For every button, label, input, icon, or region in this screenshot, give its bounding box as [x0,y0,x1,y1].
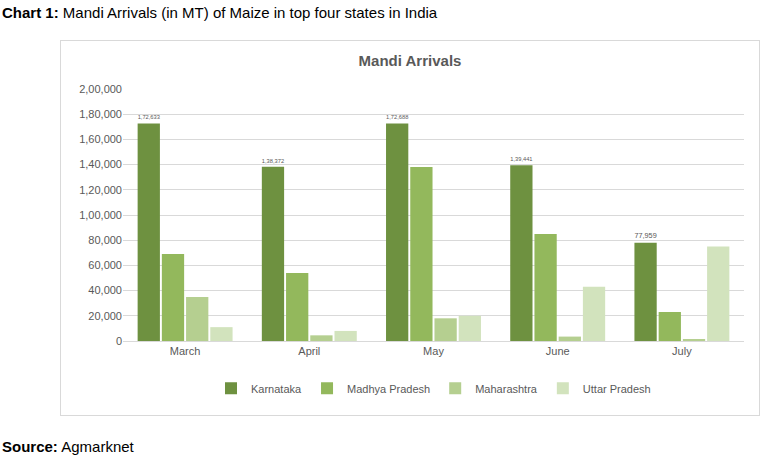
svg-text:1,00,000: 1,00,000 [79,209,122,221]
svg-text:Madhya Pradesh: Madhya Pradesh [347,383,430,395]
svg-text:Uttar Pradesh: Uttar Pradesh [583,383,651,395]
svg-text:20,000: 20,000 [88,310,122,322]
svg-text:2,00,000: 2,00,000 [79,83,122,95]
svg-text:March: March [170,345,201,357]
svg-text:1,38,372: 1,38,372 [262,158,284,164]
svg-text:1,80,000: 1,80,000 [79,108,122,120]
svg-text:1,72,633: 1,72,633 [138,114,160,120]
html-text:Source: Agmarknet: Source: Agmarknet [2,438,134,455]
svg-text:July: July [672,345,692,357]
svg-text:1,39,441: 1,39,441 [510,156,532,162]
svg-text:1,40,000: 1,40,000 [79,158,122,170]
svg-text:1,72,688: 1,72,688 [386,114,408,120]
svg-text:June: June [546,345,570,357]
svg-text:Mandi Arrivals: Mandi Arrivals [359,52,462,69]
svg-text:Maharashtra: Maharashtra [475,383,538,395]
svg-text:77,959: 77,959 [634,231,656,240]
svg-text:40,000: 40,000 [88,284,122,296]
html-text:Chart 1: Mandi Arrivals (in MT: Chart 1: Mandi Arrivals (in MT) of Maize… [2,4,438,21]
svg-text:0: 0 [116,335,122,347]
svg-text:Karnataka: Karnataka [251,383,302,395]
svg-text:April: April [298,345,320,357]
svg-text:1,60,000: 1,60,000 [79,133,122,145]
svg-text:60,000: 60,000 [88,259,122,271]
svg-text:May: May [423,345,444,357]
svg-text:80,000: 80,000 [88,234,122,246]
svg-text:1,20,000: 1,20,000 [79,184,122,196]
